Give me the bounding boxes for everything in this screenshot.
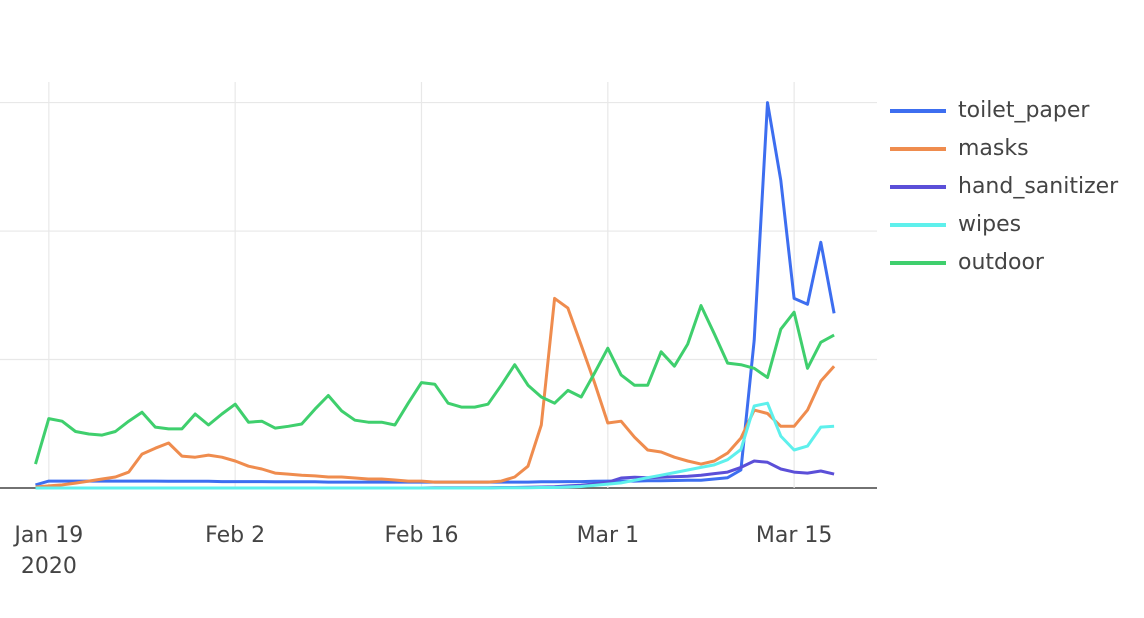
plot-area bbox=[0, 82, 877, 490]
x-tick-label: Feb 16 bbox=[385, 523, 459, 548]
x-tick-label: Mar 1 bbox=[577, 523, 640, 548]
x-tick-label: Feb 2 bbox=[205, 523, 265, 548]
legend-label: wipes bbox=[958, 212, 1021, 237]
x-year-label: 2020 bbox=[21, 554, 77, 579]
legend-label: toilet_paper bbox=[958, 98, 1090, 123]
legend-label: masks bbox=[958, 136, 1029, 161]
legend-label: outdoor bbox=[958, 250, 1045, 275]
legend-label: hand_sanitizer bbox=[958, 174, 1119, 199]
series-line bbox=[34, 304, 835, 465]
x-tick-label: Mar 15 bbox=[756, 523, 833, 548]
series-line bbox=[35, 296, 836, 489]
x-tick-label: Jan 19 bbox=[12, 523, 83, 548]
series-line bbox=[35, 401, 835, 490]
